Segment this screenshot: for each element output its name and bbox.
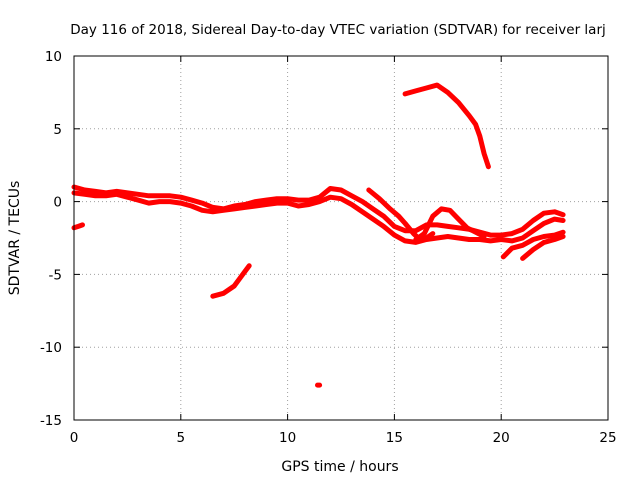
axis-ticks: 0 5 10 15 20 25 -15 -10 -5 0 5 10 [40,49,617,446]
x-tick-label: 20 [493,430,510,446]
series-rising-segment [210,263,252,299]
y-axis-title: SDTVAR / TECUs [7,181,23,296]
x-axis-title: GPS time / hours [281,459,398,475]
x-tick-label: 5 [177,430,186,446]
y-tick-label: 10 [45,49,62,65]
chart-title: Day 116 of 2018, Sidereal Day-to-day VTE… [70,22,606,38]
series-upper-arc [402,82,491,170]
series-branch-b [413,206,487,242]
series-main-band-upper [71,184,566,238]
y-tick-label: 5 [53,122,62,138]
grid [74,56,608,420]
y-tick-label: -5 [49,267,62,283]
series-branch-c [500,229,566,260]
y-tick-label: 0 [53,195,62,211]
y-tick-label: -15 [40,413,62,429]
series-main-band-lower [71,190,566,245]
data-series [71,82,566,388]
series-short-segment [71,222,85,231]
series-branch-d [520,234,566,261]
x-tick-label: 25 [599,430,616,446]
plot-frame [73,55,609,421]
y-tick-label: -10 [40,340,62,356]
x-tick-label: 15 [386,430,403,446]
x-tick-label: 0 [70,430,79,446]
x-tick-label: 10 [279,430,296,446]
series-branch-a [366,187,436,242]
